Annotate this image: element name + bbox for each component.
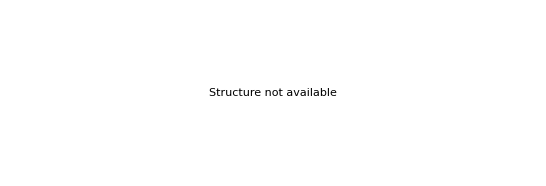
Text: Structure not available: Structure not available bbox=[209, 88, 337, 98]
